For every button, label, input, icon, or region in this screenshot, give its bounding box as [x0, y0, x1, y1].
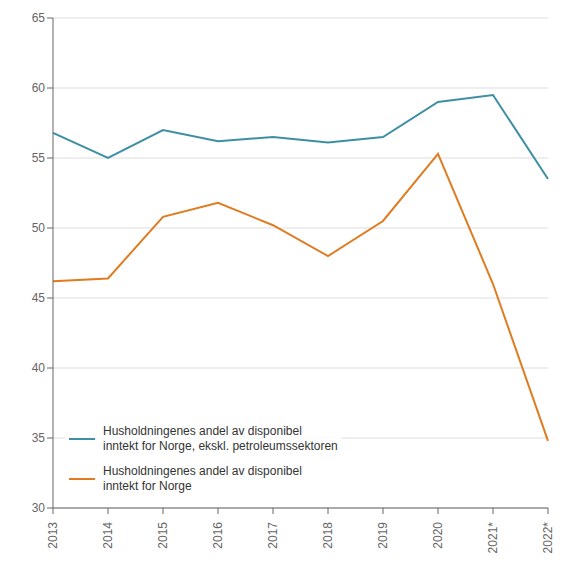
- svg-text:2020: 2020: [431, 522, 445, 549]
- svg-text:60: 60: [32, 81, 46, 95]
- svg-text:2013: 2013: [46, 522, 60, 549]
- svg-text:65: 65: [32, 11, 46, 25]
- svg-text:2016: 2016: [211, 522, 225, 549]
- html-text:inntekt for Norge, ekskl. petr: inntekt for Norge, ekskl. petroleumssekt…: [103, 439, 338, 453]
- svg-text:2017: 2017: [266, 522, 280, 549]
- svg-text:2021*: 2021*: [486, 522, 500, 554]
- svg-text:40: 40: [32, 361, 46, 375]
- svg-text:45: 45: [32, 291, 46, 305]
- svg-text:2018: 2018: [321, 522, 335, 549]
- svg-text:2019: 2019: [376, 522, 390, 549]
- svg-text:2014: 2014: [101, 522, 115, 549]
- svg-text:2022*: 2022*: [541, 522, 555, 554]
- html-text:Husholdningenes andel av dispo: Husholdningenes andel av disponibel: [103, 424, 302, 438]
- svg-text:55: 55: [32, 151, 46, 165]
- svg-text:2015: 2015: [156, 522, 170, 549]
- svg-text:30: 30: [32, 501, 46, 515]
- html-text:Husholdningenes andel av dispo: Husholdningenes andel av disponibel: [103, 464, 302, 478]
- svg-text:50: 50: [32, 221, 46, 235]
- html-text:inntekt for Norge: inntekt for Norge: [103, 479, 192, 493]
- svg-text:35: 35: [32, 431, 46, 445]
